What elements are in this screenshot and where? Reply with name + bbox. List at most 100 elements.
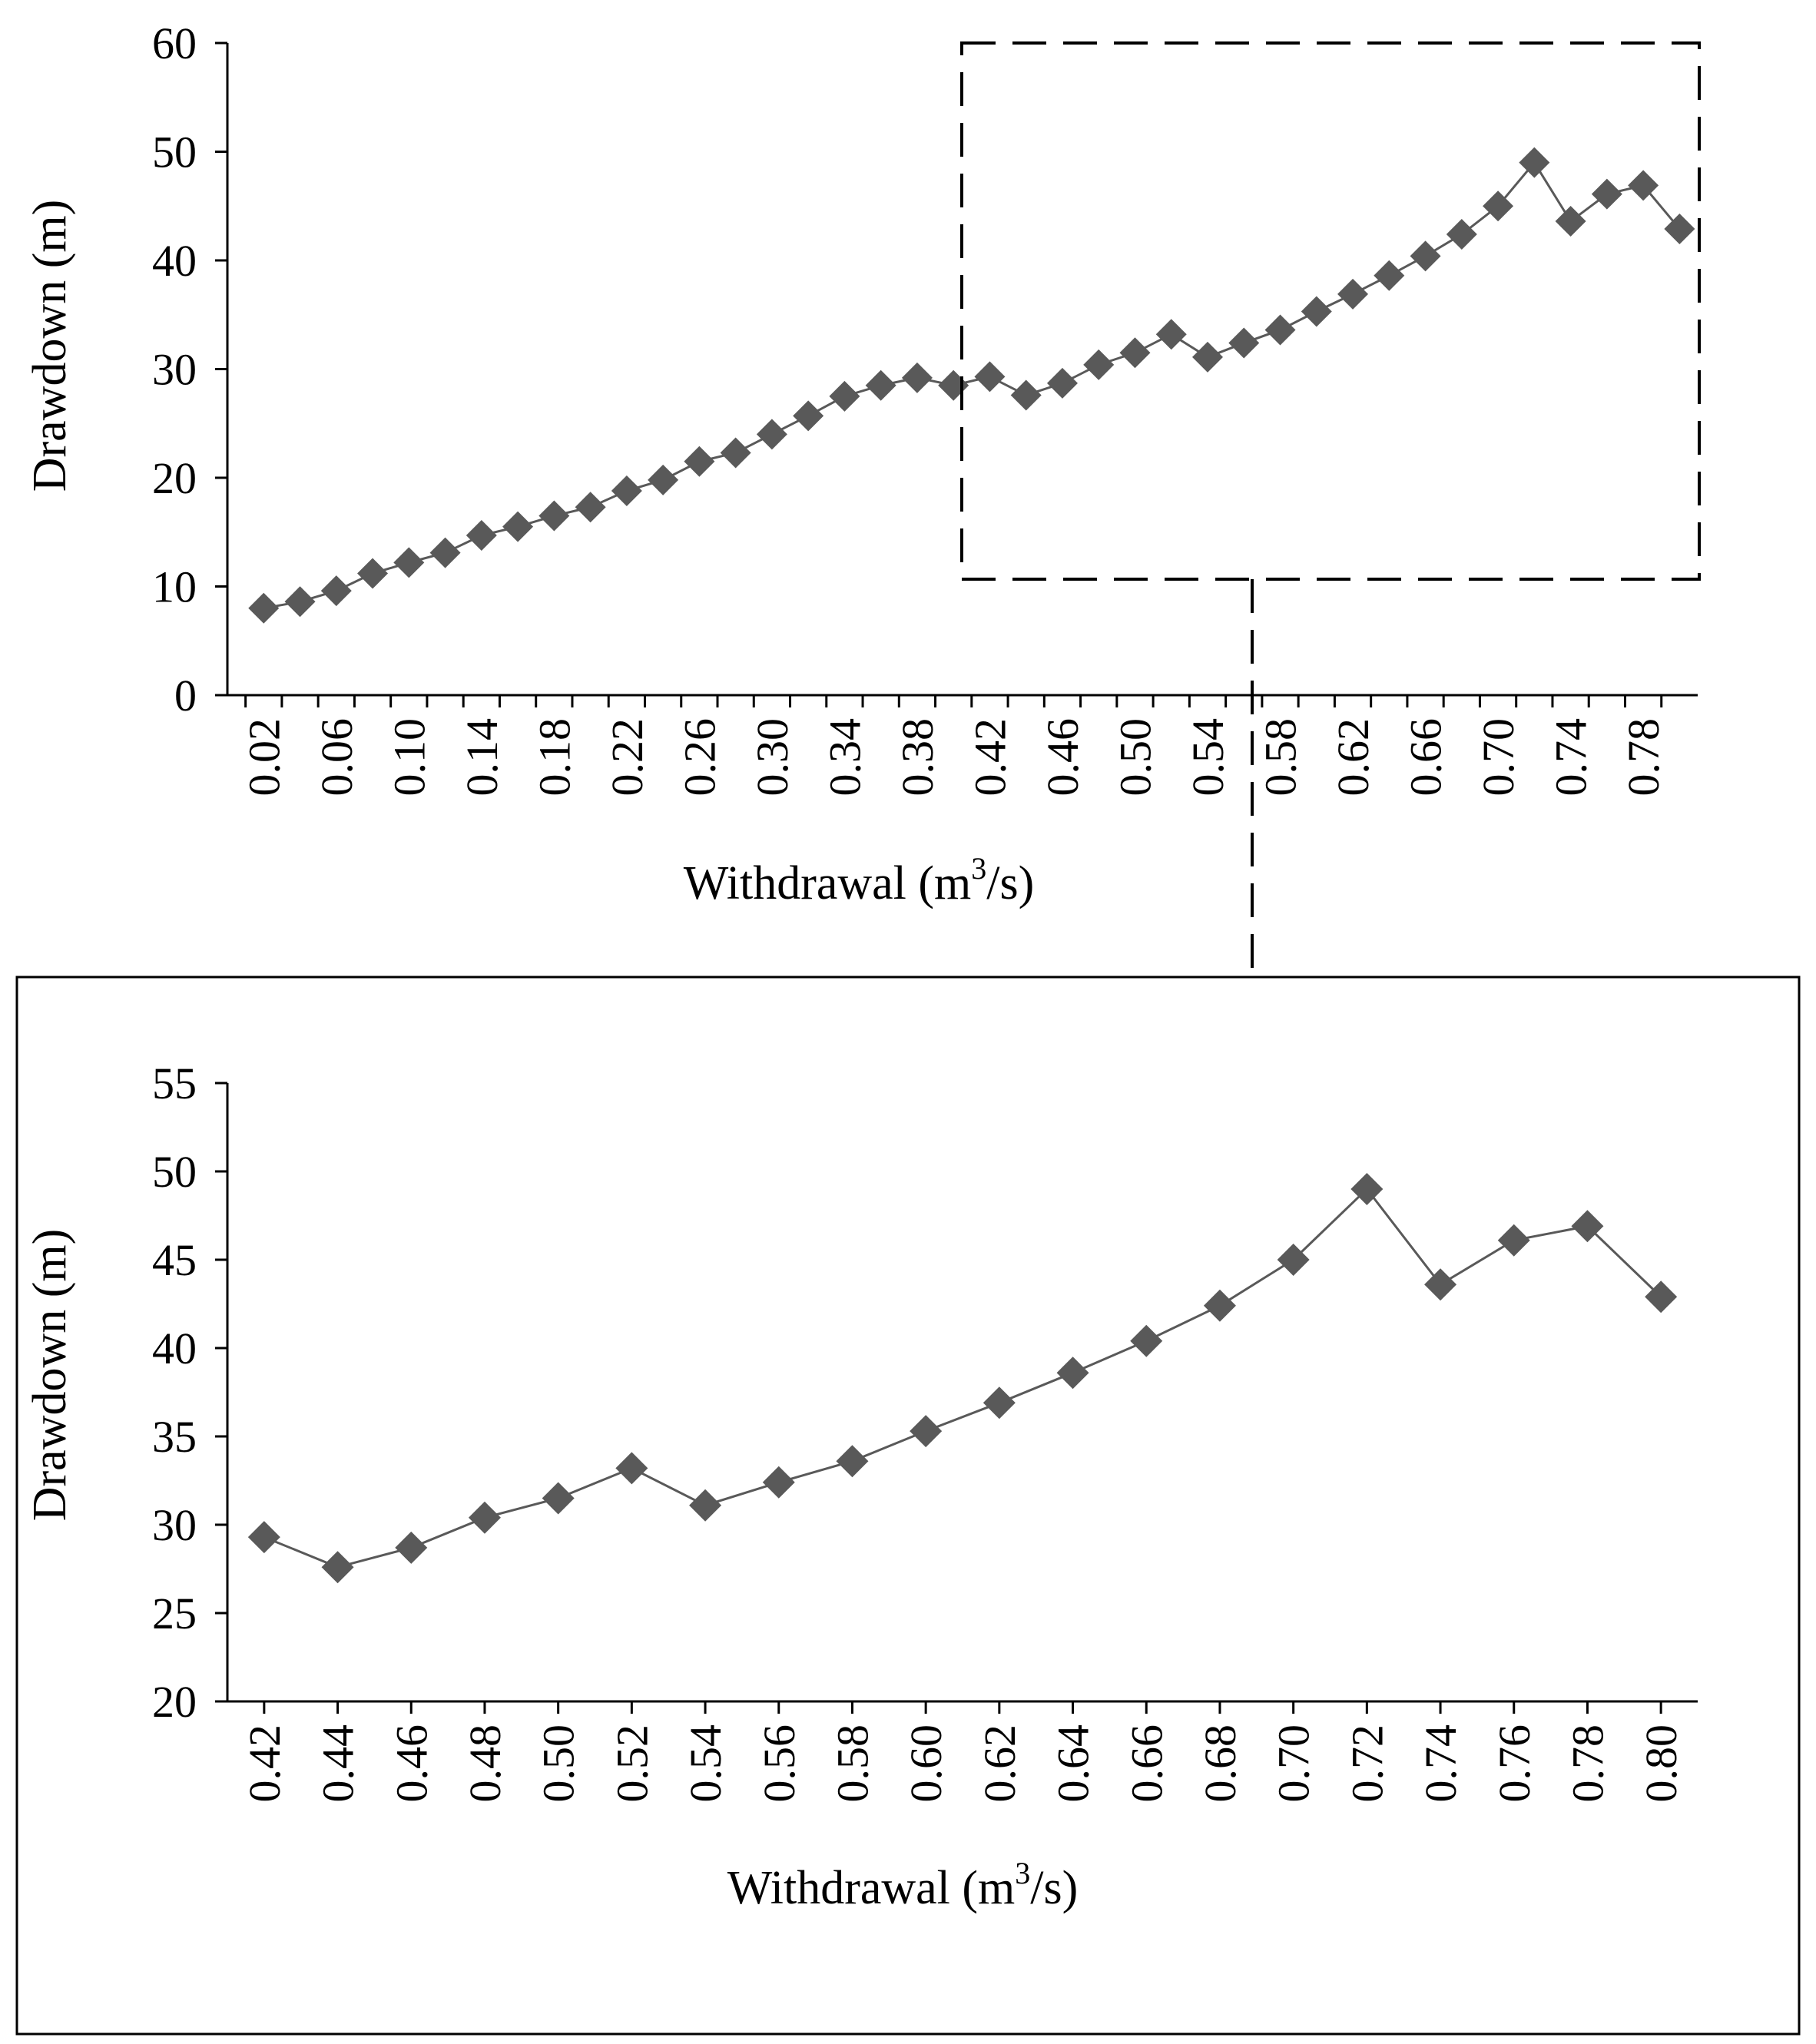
full-data-point — [1446, 219, 1477, 250]
full-y-tick-label: 0 — [174, 671, 197, 721]
full-data-point — [611, 475, 642, 506]
full-data-point — [648, 464, 679, 495]
full-data-point — [320, 575, 352, 607]
full-x-tick-label: 0.14 — [457, 718, 507, 797]
full-data-point — [1046, 367, 1078, 399]
full-data-point — [720, 437, 751, 469]
full-y-axis-title: Drawdown (m) — [24, 200, 76, 492]
zoom-x-tick-label: 0.78 — [1562, 1724, 1612, 1803]
zoom-data-point — [1056, 1357, 1089, 1390]
zoom-x-tick-label: 0.48 — [460, 1724, 510, 1803]
full-data-point — [1374, 260, 1405, 291]
full-x-tick-label: 0.78 — [1619, 718, 1669, 797]
full-data-point — [901, 362, 933, 393]
zoom-data-point — [1424, 1268, 1457, 1301]
zoom-data-point — [395, 1531, 428, 1564]
full-x-tick-label: 0.74 — [1546, 718, 1596, 797]
zoom-data-point — [1497, 1224, 1530, 1257]
full-x-tick-label: 0.58 — [1256, 718, 1306, 797]
full-y-tick-label: 60 — [152, 18, 197, 68]
zoom-inset-frame — [15, 976, 1801, 2036]
full-data-point — [284, 586, 316, 618]
zoom-data-point — [1203, 1289, 1236, 1322]
zoom-x-tick-label: 0.44 — [313, 1724, 363, 1803]
zoom-y-tick-label: 55 — [152, 1058, 197, 1108]
zoom-x-tick-label: 0.42 — [240, 1724, 290, 1803]
full-data-point — [1664, 213, 1695, 244]
zoom-data-point — [1571, 1210, 1604, 1243]
zoom-x-axis-title: Withdrawal (m3/s) — [727, 1856, 1079, 1914]
full-series-points — [248, 147, 1695, 624]
full-data-point — [793, 400, 824, 432]
zoom-y-tick-label: 50 — [152, 1147, 197, 1197]
zoom-x-tick-label: 0.46 — [386, 1724, 436, 1803]
zoom-data-point — [247, 1521, 280, 1554]
full-data-point — [1192, 341, 1223, 373]
full-data-point — [1591, 178, 1622, 210]
full-data-point — [1301, 296, 1332, 327]
full-data-point — [357, 558, 389, 589]
full-x-tick-label: 0.02 — [239, 718, 289, 797]
full-data-point — [1155, 319, 1187, 350]
full-x-tick-label: 0.06 — [312, 718, 362, 797]
full-x-tick-label: 0.10 — [384, 718, 434, 797]
zoom-x-tick-label: 0.72 — [1342, 1724, 1392, 1803]
full-data-point — [1337, 278, 1369, 310]
full-x-tick-label: 0.34 — [820, 718, 870, 797]
full-data-point — [1119, 337, 1151, 369]
zoom-data-point — [910, 1415, 943, 1448]
zoom-y-tick-label: 45 — [152, 1235, 197, 1285]
full-x-tick-label: 0.70 — [1473, 718, 1523, 797]
full-data-point — [684, 446, 715, 477]
zoom-y-tick-label: 35 — [152, 1412, 197, 1462]
zoom-x-tick-label: 0.70 — [1269, 1724, 1319, 1803]
full-y-tick-label: 40 — [152, 236, 197, 286]
zoom-x-tick-label: 0.50 — [534, 1724, 584, 1803]
zoom-x-tick-label: 0.76 — [1490, 1724, 1539, 1803]
full-data-point — [756, 419, 787, 450]
zoom-data-point — [542, 1482, 575, 1515]
full-data-point — [865, 369, 896, 401]
zoom-y-tick-label: 20 — [152, 1677, 197, 1727]
full-data-point — [248, 592, 280, 624]
zoom-data-point — [689, 1489, 722, 1522]
full-data-point — [1555, 206, 1586, 237]
full-x-tick-label: 0.62 — [1328, 718, 1378, 797]
zoom-x-tick-label: 0.64 — [1049, 1724, 1099, 1803]
full-y-tick-label: 50 — [152, 128, 197, 177]
zoom-axis-ticks — [215, 1082, 1662, 1714]
zoom-region-box — [960, 41, 1701, 581]
full-series-line — [263, 161, 1681, 610]
full-data-point — [1083, 349, 1115, 380]
full-data-point — [466, 519, 497, 551]
zoom-data-point — [1350, 1173, 1384, 1205]
full-x-tick-label: 0.54 — [1183, 718, 1233, 797]
zoom-data-point — [468, 1501, 501, 1534]
full-data-point — [829, 380, 860, 412]
full-data-point — [974, 361, 1006, 393]
zoom-x-tick-label: 0.74 — [1416, 1724, 1466, 1803]
full-data-point — [1628, 170, 1659, 201]
full-data-point — [393, 547, 425, 578]
full-data-point — [575, 492, 606, 523]
zoom-data-point — [762, 1466, 795, 1499]
zoom-x-tick-label: 0.52 — [607, 1724, 657, 1803]
full-y-tick-label: 30 — [152, 345, 197, 395]
full-data-point — [539, 500, 570, 532]
zoom-data-point — [983, 1386, 1016, 1420]
zoom-x-tick-label: 0.54 — [681, 1724, 731, 1803]
full-y-tick-label: 10 — [152, 562, 197, 612]
full-x-tick-label: 0.66 — [1401, 718, 1451, 797]
zoom-data-point — [1277, 1244, 1310, 1276]
zoom-x-tick-label: 0.58 — [827, 1724, 877, 1803]
zoom-data-point — [321, 1551, 354, 1584]
full-y-tick-labels: 0 10 20 30 40 50 60 — [152, 18, 197, 721]
full-x-tick-label: 0.26 — [674, 718, 724, 797]
full-data-point — [1228, 327, 1260, 359]
zoom-data-point — [615, 1452, 648, 1485]
zoom-y-tick-label: 25 — [152, 1588, 197, 1638]
full-data-point — [1264, 314, 1296, 346]
full-axis-ticks — [215, 41, 1663, 707]
